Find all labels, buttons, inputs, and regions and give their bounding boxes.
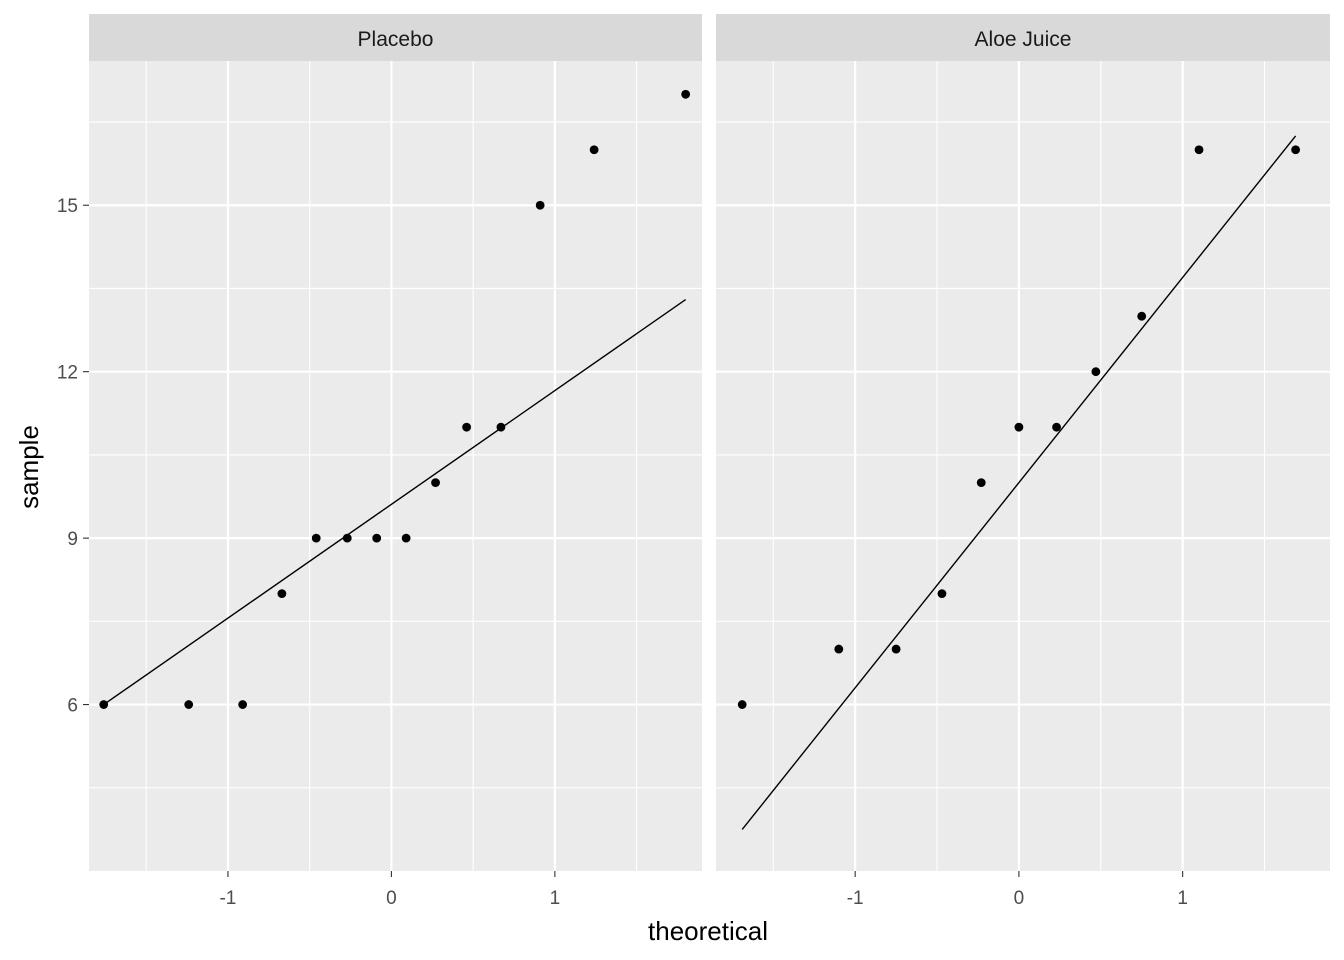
- data-point: [311, 533, 321, 543]
- data-point: [1291, 145, 1301, 155]
- data-point: [1194, 145, 1204, 155]
- data-point: [401, 533, 411, 543]
- y-tick-label: 9: [67, 529, 78, 550]
- y-axis: 6 9 12 15: [57, 196, 89, 717]
- data-point: [496, 422, 506, 432]
- x-tick-label: 1: [550, 888, 561, 909]
- y-tick-label: 12: [57, 363, 78, 384]
- y-axis-title: sample: [14, 425, 44, 509]
- x-axis-title: theoretical: [648, 916, 768, 946]
- data-point: [462, 422, 472, 432]
- data-point: [431, 478, 440, 488]
- data-point: [535, 200, 545, 210]
- qq-reference-line: [103, 298, 687, 706]
- x-tick-label: -1: [847, 888, 864, 909]
- y-tick-label: 6: [67, 696, 78, 717]
- x-tick-label: -1: [219, 888, 236, 909]
- y-tick-label: 15: [57, 196, 78, 217]
- data-point: [372, 533, 382, 543]
- facets-layer: Placebo -1 0 1 Aloe Juice -1 0 1: [89, 14, 1330, 909]
- panel-background: [716, 61, 1330, 871]
- data-point: [681, 89, 691, 99]
- data-point: [184, 700, 194, 709]
- data-point: [589, 145, 599, 155]
- data-point: [238, 700, 248, 709]
- facet-panel: Aloe Juice -1 0 1: [716, 14, 1330, 909]
- data-point: [976, 478, 986, 488]
- data-point: [937, 589, 947, 599]
- facet-strip-label: Placebo: [358, 28, 434, 51]
- data-point: [1091, 367, 1101, 377]
- x-tick-label: 0: [1014, 888, 1025, 909]
- facet-strip: [89, 14, 702, 61]
- facet-strip: [716, 14, 1330, 61]
- data-point: [277, 589, 287, 599]
- data-point: [834, 644, 844, 654]
- facet-strip-label: Aloe Juice: [975, 28, 1072, 51]
- data-point: [891, 644, 901, 654]
- panel-background: [89, 61, 702, 871]
- x-tick-label: 1: [1177, 888, 1188, 909]
- data-point: [1137, 311, 1147, 321]
- qq-reference-line: [741, 135, 1297, 830]
- data-point: [1014, 422, 1024, 432]
- facet-panel: Placebo -1 0 1: [89, 14, 702, 909]
- data-point: [342, 533, 352, 543]
- data-point: [1052, 422, 1061, 432]
- data-point: [737, 700, 747, 709]
- data-point: [99, 700, 109, 709]
- x-tick-label: 0: [386, 888, 397, 909]
